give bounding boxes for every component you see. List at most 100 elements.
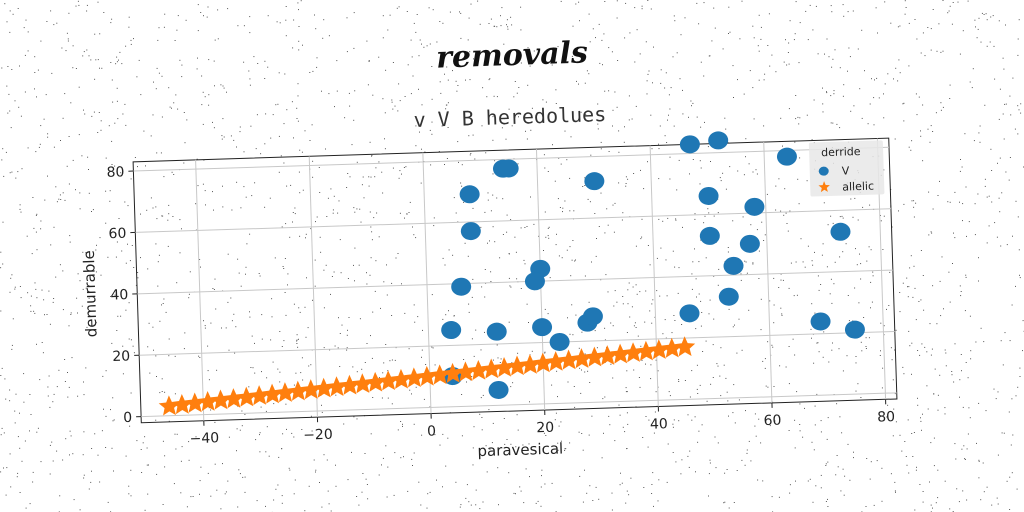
y-grid-line <box>141 392 897 418</box>
y-grid-line <box>133 146 890 172</box>
grid-lines <box>133 138 897 421</box>
y-tick-label: 20 <box>112 348 130 365</box>
data-point-v <box>844 320 865 339</box>
data-point-allelic <box>261 383 283 404</box>
data-point-allelic <box>171 394 193 415</box>
y-grid-line <box>135 208 891 233</box>
x-grid-line <box>649 145 659 407</box>
data-marks <box>158 131 865 416</box>
data-point-allelic <box>197 391 219 412</box>
x-tick-label: 60 <box>763 413 781 430</box>
y-tick-label: 60 <box>108 226 126 243</box>
x-tick-label: 80 <box>877 409 895 426</box>
data-point-allelic <box>661 337 683 358</box>
data-point-allelic <box>596 345 618 366</box>
data-point-v <box>582 307 603 326</box>
data-point-allelic <box>584 346 605 367</box>
data-point-allelic <box>635 340 657 361</box>
data-point-allelic <box>403 367 425 388</box>
data-point-allelic <box>248 385 270 406</box>
data-point-allelic <box>558 349 580 370</box>
data-point-allelic <box>429 364 451 385</box>
x-grid-line <box>308 156 318 418</box>
legend-box <box>808 140 885 197</box>
chart-title: v V B heredolues <box>413 102 606 132</box>
legend-title: derride <box>821 145 861 159</box>
data-point-v <box>679 135 700 154</box>
data-point-allelic <box>545 351 567 372</box>
data-point-allelic <box>468 359 489 381</box>
tick-labels: −40 −20 0 20 40 60 80 0 20 40 60 80 <box>106 164 895 447</box>
data-point-allelic <box>532 352 554 373</box>
data-point-allelic <box>326 376 348 397</box>
data-point-v <box>486 322 507 341</box>
data-point-allelic <box>351 373 373 394</box>
y-tick-label: 0 <box>123 410 132 426</box>
data-point-allelic <box>674 336 696 357</box>
x-tick-label: −40 <box>189 430 219 447</box>
data-point-allelic <box>480 358 502 379</box>
legend-label-v: V <box>842 164 850 177</box>
data-point-allelic <box>210 389 232 410</box>
data-point-v <box>718 287 739 306</box>
data-point-v <box>549 332 570 351</box>
x-tick-label: 40 <box>650 416 668 433</box>
data-point-allelic <box>274 382 296 403</box>
data-point-v <box>584 172 605 191</box>
data-point-allelic <box>377 370 399 391</box>
data-point-v <box>460 222 481 241</box>
data-point-allelic <box>506 355 528 376</box>
data-point-allelic <box>158 395 180 416</box>
data-point-allelic <box>648 339 670 360</box>
data-point-allelic <box>609 343 631 364</box>
data-point-allelic <box>622 342 644 363</box>
y-grid-line <box>139 330 895 356</box>
data-point-allelic <box>313 377 335 398</box>
data-point-v <box>744 197 765 216</box>
data-point-v <box>441 321 462 340</box>
y-tick-label: 40 <box>110 287 128 304</box>
data-point-v <box>524 272 545 291</box>
legend-marker-allelic <box>818 181 830 193</box>
data-point-v <box>776 147 797 166</box>
data-point-v <box>498 159 519 178</box>
data-point-allelic <box>416 365 438 387</box>
data-point-v <box>679 304 700 323</box>
data-point-v <box>532 318 553 337</box>
legend-label-allelic: allelic <box>842 180 874 194</box>
x-tick-label: 20 <box>536 420 554 437</box>
data-point-allelic <box>493 356 515 378</box>
data-point-allelic <box>339 374 361 395</box>
data-point-allelic <box>235 386 257 407</box>
legend-marker-v <box>818 166 829 176</box>
data-point-v <box>708 131 729 150</box>
data-point-allelic <box>571 348 593 369</box>
data-point-allelic <box>390 368 412 389</box>
axes-frame <box>132 137 898 424</box>
data-point-allelic <box>519 354 541 375</box>
data-point-allelic <box>442 362 464 384</box>
y-grid-line <box>137 269 893 295</box>
y-tick-label: 80 <box>106 164 124 181</box>
x-tick-label: −20 <box>303 427 333 444</box>
data-point-v <box>698 186 719 205</box>
data-point-allelic <box>364 371 386 392</box>
data-point-v <box>810 312 831 331</box>
data-point-v <box>459 185 480 204</box>
x-grid-line <box>422 152 432 414</box>
data-point-v <box>451 277 472 296</box>
data-point-allelic <box>223 388 244 409</box>
data-point-v <box>488 380 509 399</box>
data-point-allelic <box>287 380 309 401</box>
data-point-v <box>699 226 720 245</box>
x-tick-label: 0 <box>427 423 436 439</box>
data-point-v <box>723 256 744 275</box>
data-point-v <box>739 234 760 253</box>
data-point-v <box>830 222 851 241</box>
x-grid-line <box>763 142 773 403</box>
data-point-allelic <box>184 392 206 413</box>
x-axis-label: paravesical <box>477 439 563 460</box>
